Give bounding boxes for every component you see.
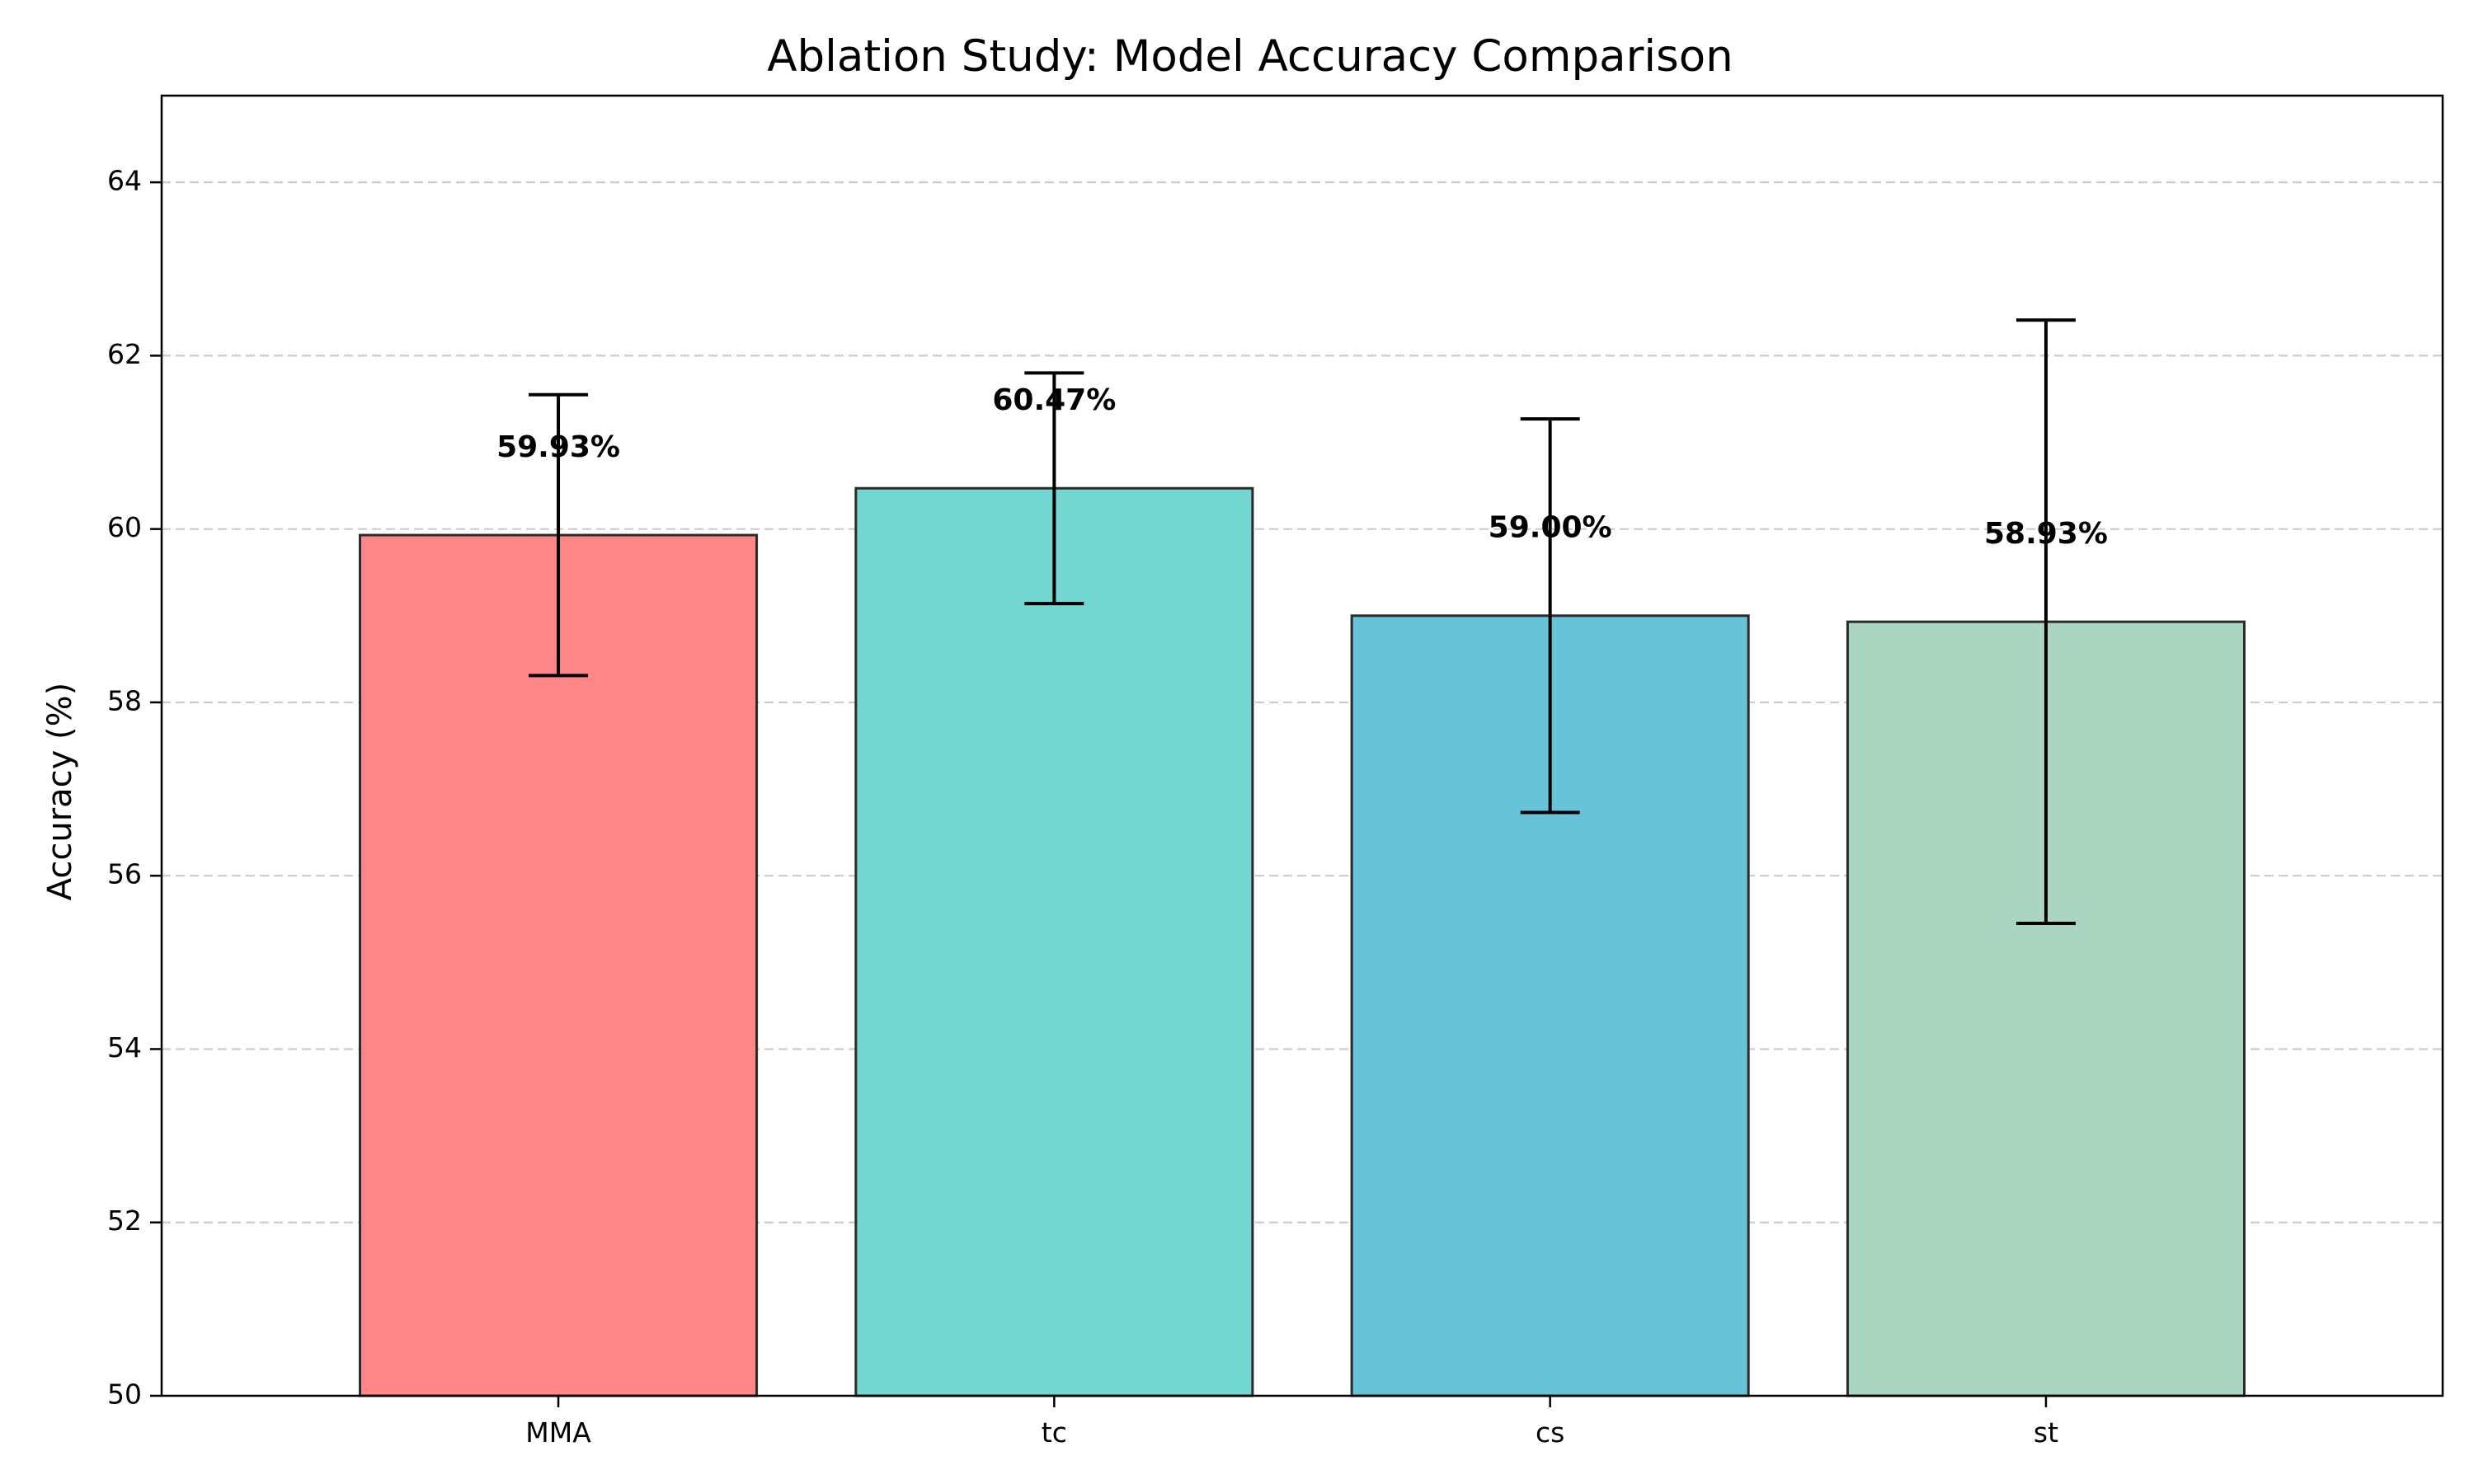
x-tick-label-MMA: MMA: [525, 1416, 591, 1449]
y-tick-label-54: 54: [107, 1031, 142, 1064]
y-tick-label-64: 64: [107, 165, 142, 197]
value-label-cs: 59.00%: [1489, 511, 1612, 545]
y-tick-label-62: 62: [107, 338, 142, 370]
error-bar-st: [2015, 318, 2076, 926]
y-tick-label-58: 58: [107, 684, 142, 716]
y-tick-label-50: 50: [107, 1378, 142, 1411]
x-tick-label-tc: tc: [1042, 1416, 1067, 1449]
error-bar-cs: [1520, 417, 1580, 815]
value-label-MMA: 59.93%: [496, 430, 620, 464]
bars: [359, 486, 2246, 1397]
axes: 50 52 54 56 58 60 62 64 MMA tc cs st: [107, 94, 2444, 1449]
y-tick-label-60: 60: [107, 511, 142, 543]
value-label-st: 58.93%: [1984, 517, 2108, 551]
x-tick-label-st: st: [2034, 1416, 2058, 1449]
error-bars: [529, 318, 2076, 926]
chart-title: Ablation Study: Model Accuracy Compariso…: [767, 31, 1733, 82]
error-bar-MMA: [529, 392, 589, 678]
plot-frame: [160, 94, 2444, 1397]
y-tick-label-56: 56: [107, 858, 142, 890]
x-tick-label-cs: cs: [1536, 1416, 1564, 1449]
y-axis-label: Accuracy (%): [41, 683, 79, 901]
y-tick-label-52: 52: [107, 1205, 142, 1237]
bar-tc: [854, 486, 1254, 1397]
error-bar-tc: [1024, 371, 1084, 606]
value-label-tc: 60.47%: [992, 383, 1116, 417]
value-labels: 59.93% 60.47% 59.00% 58.93%: [496, 383, 2108, 551]
